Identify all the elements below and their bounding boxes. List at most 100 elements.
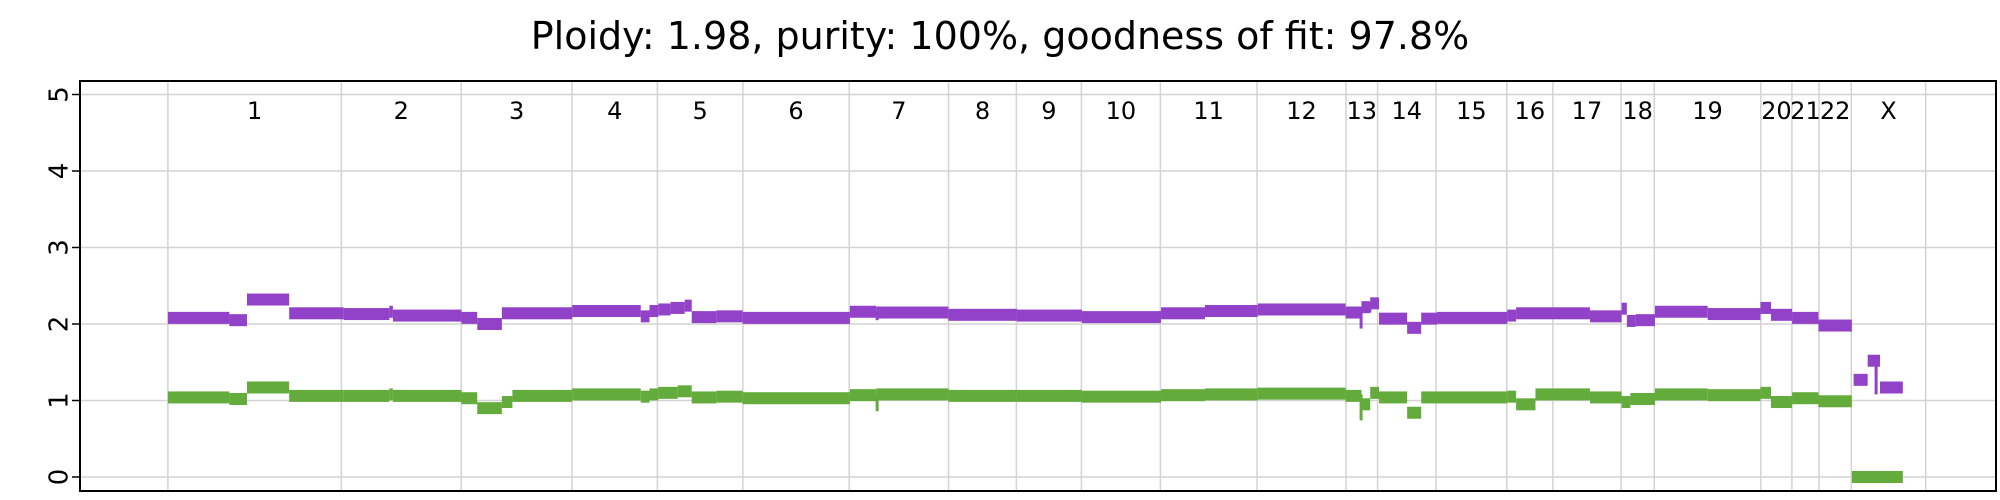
copy-number-segment [1760, 386, 1772, 399]
copy-number-segment [477, 318, 502, 330]
copy-number-segment [167, 311, 230, 324]
copy-number-segment [948, 389, 1017, 402]
copy-number-segment [1654, 305, 1708, 318]
copy-number-segment [1879, 381, 1903, 394]
copy-number-segment [1851, 471, 1903, 483]
copy-number-segment [572, 304, 641, 317]
copy-number-segment [849, 305, 877, 318]
copy-number-segment [1370, 297, 1380, 310]
chromosome-label: 13 [1347, 97, 1378, 125]
copy-number-segment [649, 304, 659, 317]
chromosome-label: 1 [247, 97, 262, 125]
copy-number-segment [1407, 321, 1422, 334]
copy-number-segment [1081, 390, 1162, 403]
copy-number-segment [1379, 391, 1408, 404]
copy-number-segment [1361, 398, 1371, 411]
copy-number-segment [1589, 391, 1622, 404]
chromosome-label: 16 [1515, 97, 1546, 125]
copy-number-segment [289, 307, 344, 320]
chromosome-label: 20 [1761, 97, 1792, 125]
copy-number-segment [246, 293, 290, 306]
copy-number-segment [658, 303, 671, 316]
copy-number-segment [229, 314, 247, 327]
copy-number-segment [1760, 301, 1772, 314]
copy-number-segment [392, 389, 462, 402]
chromosome-label: 7 [891, 97, 906, 125]
copy-number-segment [1626, 314, 1636, 327]
copy-number-segment [1630, 392, 1655, 405]
grid-layer [72, 81, 1996, 491]
chromosome-label: 9 [1041, 97, 1056, 125]
chromosome-label: 11 [1193, 97, 1224, 125]
y-tick-label: 1 [45, 392, 75, 409]
copy-number-segment [742, 392, 850, 405]
chromosome-label: 17 [1572, 97, 1603, 125]
y-tick-label: 4 [45, 163, 75, 180]
chromosome-label: 22 [1820, 97, 1851, 125]
copy-number-segment [461, 311, 478, 324]
chromosome-label: 19 [1692, 97, 1723, 125]
copy-number-segment [1621, 302, 1627, 315]
copy-number-segment [1370, 386, 1380, 399]
copy-number-segment [1437, 311, 1508, 324]
copy-number-segment [684, 299, 692, 312]
copy-number-segment [343, 389, 390, 402]
copy-number-segment [461, 392, 478, 405]
copy-number-segment [640, 390, 650, 403]
copy-number-segment [512, 389, 573, 402]
copy-number-segment [716, 310, 743, 323]
copy-number-segment [389, 388, 393, 401]
copy-number-segment [1204, 388, 1258, 401]
copy-number-segment [1535, 388, 1554, 401]
copy-number-segment [1818, 395, 1852, 408]
copy-number-segment [1421, 391, 1438, 404]
copy-number-segment [1621, 396, 1631, 409]
copy-number-segment [1818, 319, 1852, 332]
copy-number-segment [1771, 308, 1793, 321]
segment-layer [167, 293, 1903, 483]
chromosome-label: 18 [1622, 97, 1653, 125]
copy-number-segment [1516, 398, 1536, 411]
copy-number-segment [1257, 387, 1346, 400]
plot-frame [79, 80, 1997, 492]
chromosome-label: 5 [693, 97, 708, 125]
copy-number-segment [670, 301, 685, 314]
copy-number-segment [1507, 309, 1517, 322]
copy-number-segment [572, 388, 641, 401]
copy-number-segment [1635, 314, 1655, 327]
copy-number-segment [1016, 389, 1082, 402]
copy-number-segment [1867, 354, 1880, 367]
copy-number-segment [948, 308, 1017, 321]
copy-number-segment [1792, 392, 1819, 405]
copy-number-segment [392, 309, 462, 322]
y-tick-label: 2 [45, 316, 75, 333]
copy-number-segment [1257, 303, 1346, 316]
chromosome-label: 3 [509, 97, 524, 125]
chromosome-label: 10 [1106, 97, 1137, 125]
copy-number-segment [1707, 308, 1761, 321]
chromosome-label: X [1880, 97, 1896, 125]
copy-number-segment [1016, 309, 1082, 322]
copy-number-segment [677, 385, 692, 398]
copy-number-segment [167, 391, 230, 404]
copy-number-segment [876, 306, 949, 319]
copy-number-segment [1707, 389, 1761, 402]
copy-number-segment [1654, 388, 1708, 401]
copy-number-segment [742, 311, 850, 324]
copy-number-segment [849, 389, 877, 402]
copy-number-segment [389, 305, 393, 318]
copy-number-segment [1553, 388, 1590, 401]
copy-number-segment [640, 310, 650, 323]
copy-number-segment [1361, 301, 1371, 314]
chromosome-label: 8 [975, 97, 990, 125]
copy-number-segment [1589, 310, 1622, 323]
y-tick-label: 0 [45, 469, 75, 486]
chromosome-label: 4 [607, 97, 622, 125]
copy-number-segment [289, 389, 344, 402]
chromosome-label: 21 [1790, 97, 1821, 125]
copy-number-segment [1553, 307, 1590, 320]
copy-number-segment [1516, 307, 1554, 320]
y-tick-label: 5 [45, 86, 75, 103]
copy-number-segment [1771, 396, 1793, 409]
copy-number-segment [1437, 391, 1508, 404]
